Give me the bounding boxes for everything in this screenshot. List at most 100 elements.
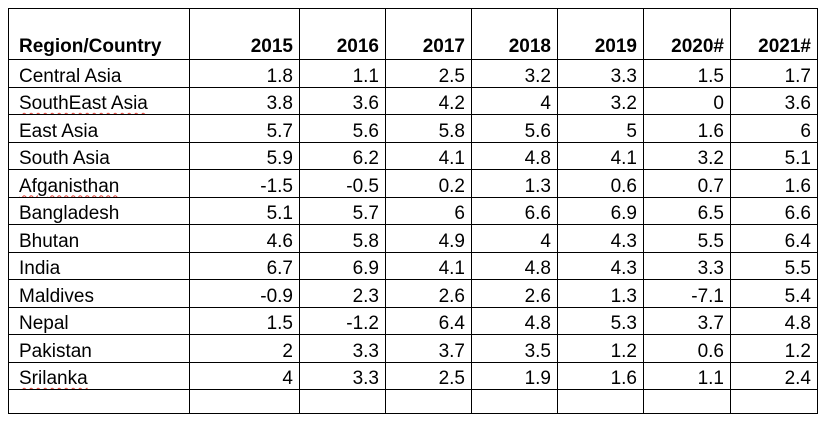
value-cell[interactable]: -1.2 <box>299 306 386 335</box>
value-cell[interactable]: 0 <box>643 86 731 115</box>
value-cell[interactable]: 5.9 <box>189 141 300 170</box>
value-cell[interactable]: 6 <box>385 196 472 225</box>
column-header-2016[interactable]: 2016 <box>299 8 386 60</box>
region-cell[interactable]: East Asia <box>8 114 190 143</box>
empty-cell[interactable] <box>730 389 818 414</box>
value-cell[interactable]: 0.6 <box>643 334 731 363</box>
value-cell[interactable]: 1.6 <box>730 169 818 198</box>
value-cell[interactable]: 2.4 <box>730 361 818 390</box>
value-cell[interactable]: 5.5 <box>643 224 731 253</box>
value-cell[interactable]: 1.6 <box>643 114 731 143</box>
value-cell[interactable]: 6.6 <box>730 196 818 225</box>
value-cell[interactable]: 6.5 <box>643 196 731 225</box>
value-cell[interactable]: 5.5 <box>730 251 818 280</box>
value-cell[interactable]: 4.6 <box>189 224 300 253</box>
value-cell[interactable]: 5 <box>557 114 644 143</box>
value-cell[interactable]: 3.7 <box>385 334 472 363</box>
value-cell[interactable]: 6.9 <box>299 251 386 280</box>
value-cell[interactable]: 6 <box>730 114 818 143</box>
column-header-2015[interactable]: 2015 <box>189 8 300 60</box>
region-cell[interactable]: South Asia <box>8 141 190 170</box>
value-cell[interactable]: 5.1 <box>189 196 300 225</box>
value-cell[interactable]: 4.1 <box>385 251 472 280</box>
value-cell[interactable]: 3.8 <box>189 86 300 115</box>
value-cell[interactable]: 4.8 <box>471 251 558 280</box>
value-cell[interactable]: 3.2 <box>471 59 558 88</box>
value-cell[interactable]: 5.7 <box>299 196 386 225</box>
value-cell[interactable]: 0.6 <box>557 169 644 198</box>
value-cell[interactable]: 3.7 <box>643 306 731 335</box>
value-cell[interactable]: 4.1 <box>385 141 472 170</box>
empty-cell[interactable] <box>557 389 644 414</box>
value-cell[interactable]: 5.7 <box>189 114 300 143</box>
value-cell[interactable]: 4.3 <box>557 251 644 280</box>
value-cell[interactable]: 2.5 <box>385 59 472 88</box>
region-cell[interactable]: Bangladesh <box>8 196 190 225</box>
value-cell[interactable]: 3.2 <box>557 86 644 115</box>
empty-cell[interactable] <box>385 389 472 414</box>
value-cell[interactable]: 4 <box>189 361 300 390</box>
value-cell[interactable]: 1.5 <box>643 59 731 88</box>
region-cell[interactable]: Afganisthan <box>8 169 190 198</box>
region-cell[interactable]: Srilanka <box>8 361 190 390</box>
value-cell[interactable]: 3.6 <box>730 86 818 115</box>
value-cell[interactable]: 4.3 <box>557 224 644 253</box>
value-cell[interactable]: 1.7 <box>730 59 818 88</box>
value-cell[interactable]: 5.8 <box>299 224 386 253</box>
value-cell[interactable]: 0.2 <box>385 169 472 198</box>
region-cell[interactable]: Bhutan <box>8 224 190 253</box>
value-cell[interactable]: 1.8 <box>189 59 300 88</box>
value-cell[interactable]: 5.1 <box>730 141 818 170</box>
value-cell[interactable]: 3.3 <box>643 251 731 280</box>
value-cell[interactable]: 1.1 <box>643 361 731 390</box>
value-cell[interactable]: 5.4 <box>730 279 818 308</box>
value-cell[interactable]: 3.5 <box>471 334 558 363</box>
region-cell[interactable]: Maldives <box>8 279 190 308</box>
value-cell[interactable]: 3.3 <box>299 361 386 390</box>
value-cell[interactable]: 6.6 <box>471 196 558 225</box>
value-cell[interactable]: 2 <box>189 334 300 363</box>
value-cell[interactable]: 1.1 <box>299 59 386 88</box>
empty-cell[interactable] <box>471 389 558 414</box>
value-cell[interactable]: 1.3 <box>557 279 644 308</box>
column-header-2021[interactable]: 2021# <box>730 8 818 60</box>
value-cell[interactable]: -1.5 <box>189 169 300 198</box>
value-cell[interactable]: 3.2 <box>643 141 731 170</box>
value-cell[interactable]: 3.6 <box>299 86 386 115</box>
value-cell[interactable]: 6.4 <box>730 224 818 253</box>
value-cell[interactable]: 2.5 <box>385 361 472 390</box>
value-cell[interactable]: 3.3 <box>557 59 644 88</box>
value-cell[interactable]: 6.7 <box>189 251 300 280</box>
value-cell[interactable]: 5.3 <box>557 306 644 335</box>
value-cell[interactable]: 1.2 <box>557 334 644 363</box>
value-cell[interactable]: 4.2 <box>385 86 472 115</box>
value-cell[interactable]: 6.4 <box>385 306 472 335</box>
value-cell[interactable]: 5.6 <box>471 114 558 143</box>
empty-cell[interactable] <box>189 389 300 414</box>
region-cell[interactable]: India <box>8 251 190 280</box>
value-cell[interactable]: 4.8 <box>471 306 558 335</box>
value-cell[interactable]: 1.5 <box>189 306 300 335</box>
value-cell[interactable]: 6.2 <box>299 141 386 170</box>
value-cell[interactable]: 1.9 <box>471 361 558 390</box>
value-cell[interactable]: 3.3 <box>299 334 386 363</box>
column-header-region[interactable]: Region/Country <box>8 8 190 60</box>
value-cell[interactable]: -0.5 <box>299 169 386 198</box>
value-cell[interactable]: 2.6 <box>471 279 558 308</box>
region-cell[interactable]: SouthEast Asia <box>8 86 190 115</box>
value-cell[interactable]: 4 <box>471 224 558 253</box>
value-cell[interactable]: 5.6 <box>299 114 386 143</box>
value-cell[interactable]: 2.3 <box>299 279 386 308</box>
value-cell[interactable]: -7.1 <box>643 279 731 308</box>
value-cell[interactable]: -0.9 <box>189 279 300 308</box>
value-cell[interactable]: 4.8 <box>730 306 818 335</box>
empty-cell[interactable] <box>8 389 190 414</box>
empty-cell[interactable] <box>299 389 386 414</box>
region-cell[interactable]: Central Asia <box>8 59 190 88</box>
value-cell[interactable]: 0.7 <box>643 169 731 198</box>
column-header-2018[interactable]: 2018 <box>471 8 558 60</box>
value-cell[interactable]: 4.9 <box>385 224 472 253</box>
value-cell[interactable]: 4.1 <box>557 141 644 170</box>
column-header-2020[interactable]: 2020# <box>643 8 731 60</box>
value-cell[interactable]: 4 <box>471 86 558 115</box>
